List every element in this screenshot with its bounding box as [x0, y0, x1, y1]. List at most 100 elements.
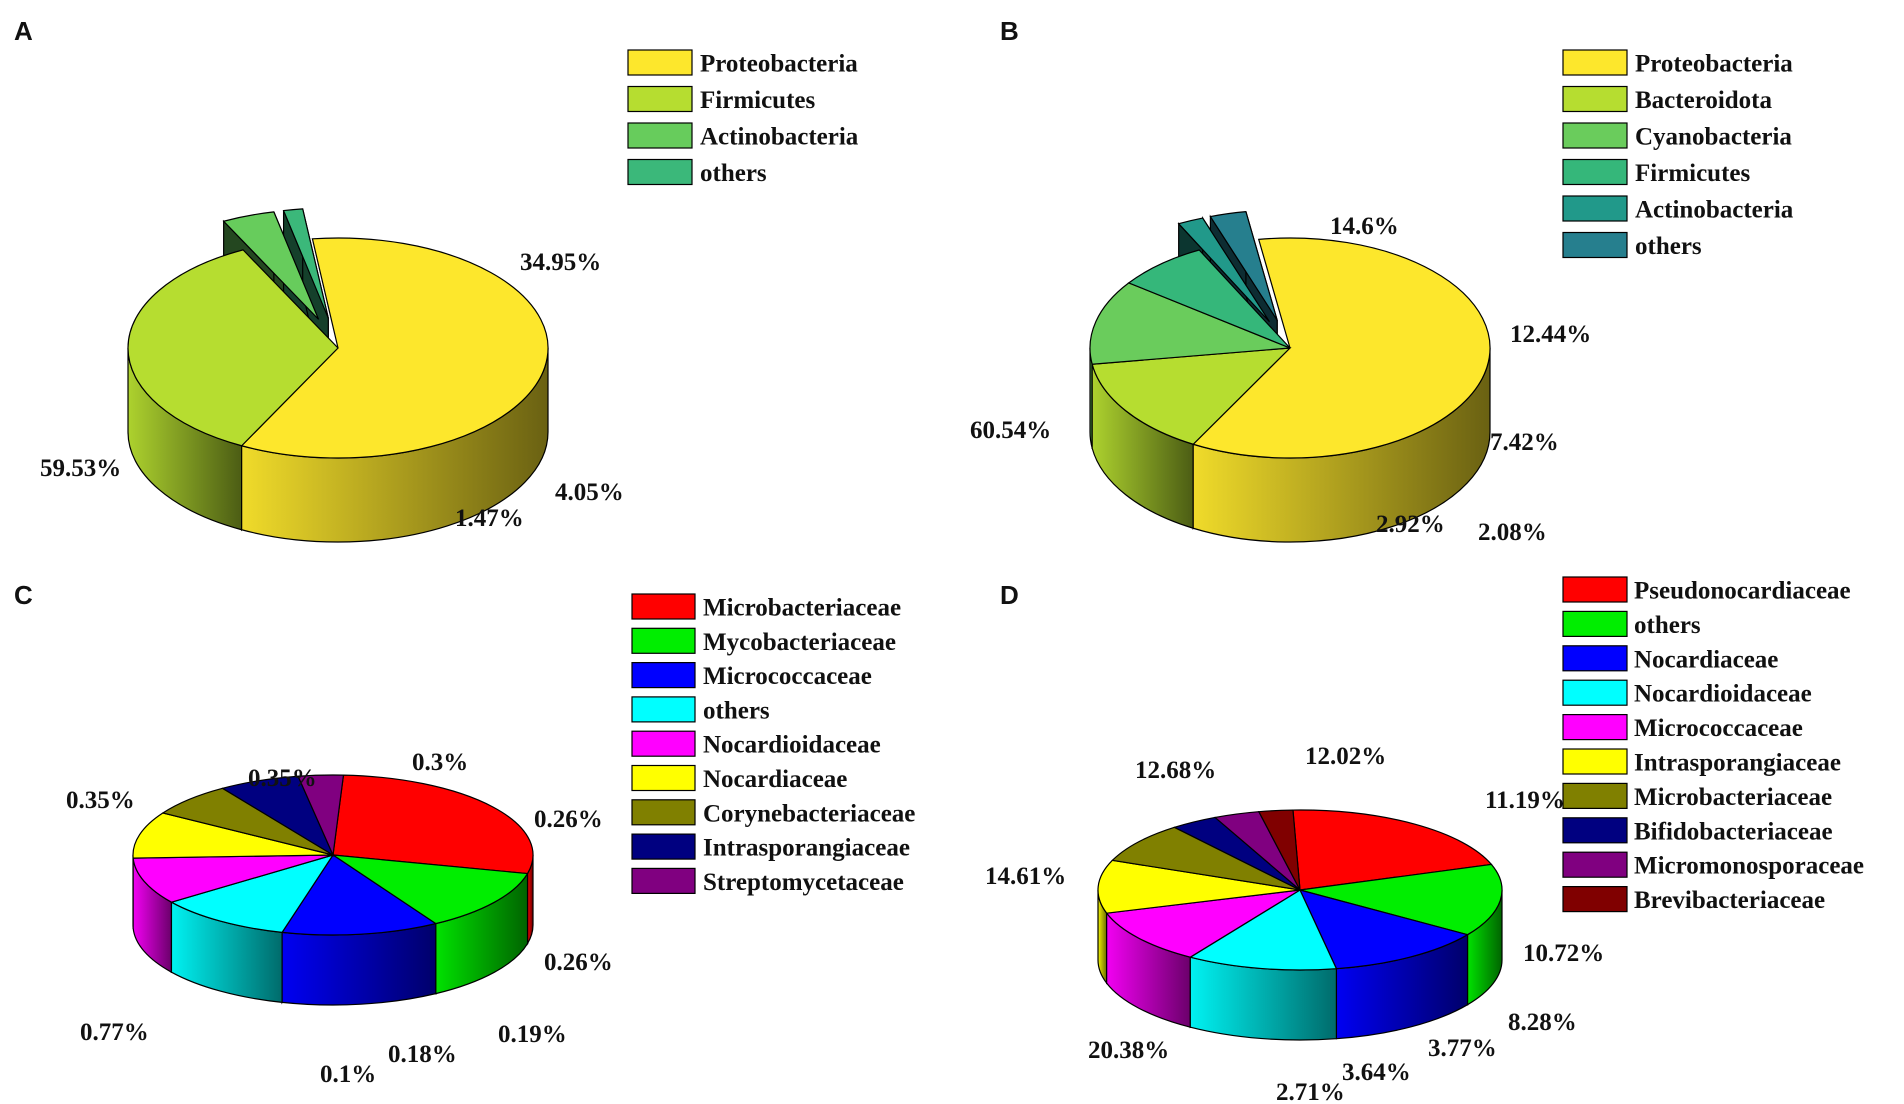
- percent-label-actinobacteria: 2.08%: [1478, 519, 1547, 546]
- legend-label-actinobacteria: Actinobacteria: [1635, 197, 1794, 224]
- slice-cyanobacteria: [1089, 282, 1291, 365]
- legend-label-actinobacteria: Actinobacteria: [700, 124, 859, 151]
- legend-label-microbacteriaceae: Microbacteriaceae: [703, 595, 901, 622]
- legend-label-bacteroidota: Bacteroidota: [1635, 87, 1773, 114]
- panel-d: D Pseudonocardiaceae others Nocardiaceae No…: [985, 576, 1864, 1104]
- legend-swatch-firmicutes: [627, 85, 693, 113]
- panel-letter-d: D: [1000, 580, 1019, 610]
- percent-label-intrasporangiaceae: 0.18%: [388, 1041, 457, 1068]
- percent-label-proteobacteria: 59.53%: [40, 455, 121, 482]
- slice-pseudonocardiaceae: [1292, 809, 1493, 891]
- legend-swatch-microbacteriaceae: [631, 593, 696, 620]
- legend-label-brevibacteriaceae: Brevibacteriaceae: [1634, 887, 1825, 914]
- legend-swatch-brevibacteriaceae: [1562, 885, 1628, 913]
- slice-actinobacteria: [1177, 217, 1270, 323]
- panel-c: C MicrobacteriaceaeMycobacteriaceaeMicro…: [14, 580, 915, 1088]
- percent-label-mycobacteriaceae: 0.35%: [66, 787, 135, 814]
- slice-brevibacteriaceae: [1257, 809, 1301, 891]
- percent-label-pseudonocardiaceae: 20.38%: [1088, 1037, 1169, 1064]
- legend-swatch-corynebacteriaceae: [631, 799, 696, 826]
- legend-swatch-others: [1562, 610, 1628, 638]
- percent-label-others: 14.61%: [985, 863, 1066, 890]
- legend-swatch-intrasporangiaceae: [1562, 748, 1628, 775]
- legend-label-proteobacteria: Proteobacteria: [700, 51, 858, 78]
- legend-swatch-microbacteriaceae: [1562, 782, 1628, 810]
- percent-label-others: 2.92%: [1376, 511, 1445, 538]
- slice-intrasporangiaceae: [1097, 859, 1301, 914]
- percent-label-micrococcaceae: 0.35%: [248, 765, 317, 792]
- slice-nocardiaceae: [1298, 889, 1470, 970]
- slice-side-micrococcaceae: [281, 922, 437, 1006]
- legend-swatch-proteobacteria: [1562, 49, 1628, 76]
- legend-swatch-others: [1562, 231, 1628, 259]
- legend-label-micrococcaceae: Micrococcaceae: [1634, 715, 1803, 742]
- legend-swatch-nocardioidaceae: [1562, 679, 1628, 706]
- legend-swatch-mycobacteriaceae: [631, 627, 696, 654]
- labels-b: 60.54% 14.6% 12.44% 7.42% 2.08% 2.92%: [970, 213, 1591, 546]
- percent-label-nocardiaceae: 0.26%: [544, 949, 613, 976]
- labels-d: 20.38% 14.61% 12.68% 12.02% 11.19% 10.72% 8.28…: [985, 743, 1604, 1104]
- panel-letter-c: C: [14, 580, 33, 610]
- percent-label-micrococcaceae: 11.19%: [1485, 787, 1565, 814]
- legend-label-micromonosporaceae: Micromonosporaceae: [1634, 853, 1864, 880]
- percent-label-nocardioidaceae: 12.02%: [1305, 743, 1386, 770]
- percent-label-microbacteriaceae: 0.77%: [80, 1019, 149, 1046]
- slice-microbacteriaceae: [1111, 826, 1301, 891]
- percent-label-others: 1.47%: [455, 505, 524, 532]
- legend-swatch-intrasporangiaceae: [631, 833, 696, 860]
- legend-label-nocardioidaceae: Nocardioidaceae: [1634, 681, 1812, 708]
- slice-proteobacteria: [1192, 237, 1491, 459]
- slice-micrococcaceae: [1105, 889, 1301, 958]
- legend-label-corynebacteriaceae: Corynebacteriaceae: [703, 800, 915, 827]
- percent-label-corynebacteriaceae: 0.19%: [498, 1021, 567, 1048]
- legend-swatch-actinobacteria: [1562, 195, 1628, 222]
- legend-swatch-others: [627, 158, 693, 186]
- percent-label-intrasporangiaceae: 10.72%: [1523, 940, 1604, 967]
- legend-label-micrococcaceae: Micrococcaceae: [703, 663, 872, 690]
- percent-label-cyanobacteria: 12.44%: [1510, 321, 1591, 348]
- legend-a: Proteobacteria Firmicutes Actinobacteria ot…: [627, 49, 859, 187]
- panel-b: B Proteobacteria Bacteroidota Cyanobacteri…: [970, 16, 1794, 546]
- legend-swatch-bifidobacteriaceae: [1562, 817, 1628, 844]
- legend-label-firmicutes: Firmicutes: [700, 87, 816, 114]
- legend-swatch-proteobacteria: [627, 49, 693, 76]
- legend-label-streptomycetaceae: Streptomycetaceae: [703, 869, 904, 896]
- percent-label-bacteroidota: 14.6%: [1330, 213, 1399, 240]
- percent-label-microbacteriaceae: 8.28%: [1508, 1009, 1577, 1036]
- legend-label-proteobacteria: Proteobacteria: [1635, 51, 1793, 78]
- legend-label-microbacteriaceae: Microbacteriaceae: [1634, 784, 1832, 811]
- legend-label-nocardiaceae: Nocardiaceae: [1634, 646, 1778, 673]
- legend-label-bifidobacteriaceae: Bifidobacteriaceae: [1634, 818, 1833, 845]
- percent-label-micromonosporaceae: 3.64%: [1342, 1059, 1411, 1086]
- legend-label-others: others: [1634, 612, 1701, 639]
- slice-mycobacteriaceae: [332, 854, 529, 925]
- legend-label-intrasporangiaceae: Intrasporangiaceae: [1634, 750, 1841, 777]
- legend-swatch-micromonosporaceae: [1562, 851, 1628, 878]
- pie-c: [132, 774, 534, 1006]
- legend-label-firmicutes: Firmicutes: [1635, 160, 1751, 187]
- percent-label-bifidobacteriaceae: 3.77%: [1428, 1035, 1497, 1062]
- legend-label-pseudonocardiaceae: Pseudonocardiaceae: [1634, 578, 1851, 605]
- legend-swatch-micrococcaceae: [1562, 713, 1628, 741]
- percent-label-streptomycetaceae: 0.1%: [320, 1061, 376, 1088]
- legend-swatch-bacteroidota: [1562, 85, 1628, 113]
- legend-label-cyanobacteria: Cyanobacteria: [1635, 124, 1792, 151]
- percent-label-nocardiaceae: 12.68%: [1135, 757, 1216, 784]
- legend-label-others: others: [703, 697, 770, 724]
- slice-microbacteriaceae: [332, 774, 534, 875]
- slice-proteobacteria: [240, 237, 549, 459]
- pie-a: [127, 208, 549, 543]
- pie-d: [1097, 809, 1503, 1041]
- legend-swatch-firmicutes: [1562, 158, 1628, 186]
- legend-c: Microbacteriaceae Mycobacteriaceae Microco…: [631, 593, 915, 896]
- slice-nocardioidaceae: [1188, 889, 1338, 971]
- labels-a: 59.53% 34.95% 4.05% 1.47%: [40, 249, 624, 532]
- percent-label-others: 0.3%: [412, 749, 468, 776]
- slice-others: [282, 208, 329, 319]
- slice-others: [1299, 863, 1503, 936]
- percent-label-nocardioidaceae: 0.26%: [534, 806, 603, 833]
- panel-letter-b: B: [1000, 16, 1019, 46]
- legend-label-others: others: [1635, 233, 1702, 260]
- legend-swatch-streptomycetaceae: [631, 867, 696, 895]
